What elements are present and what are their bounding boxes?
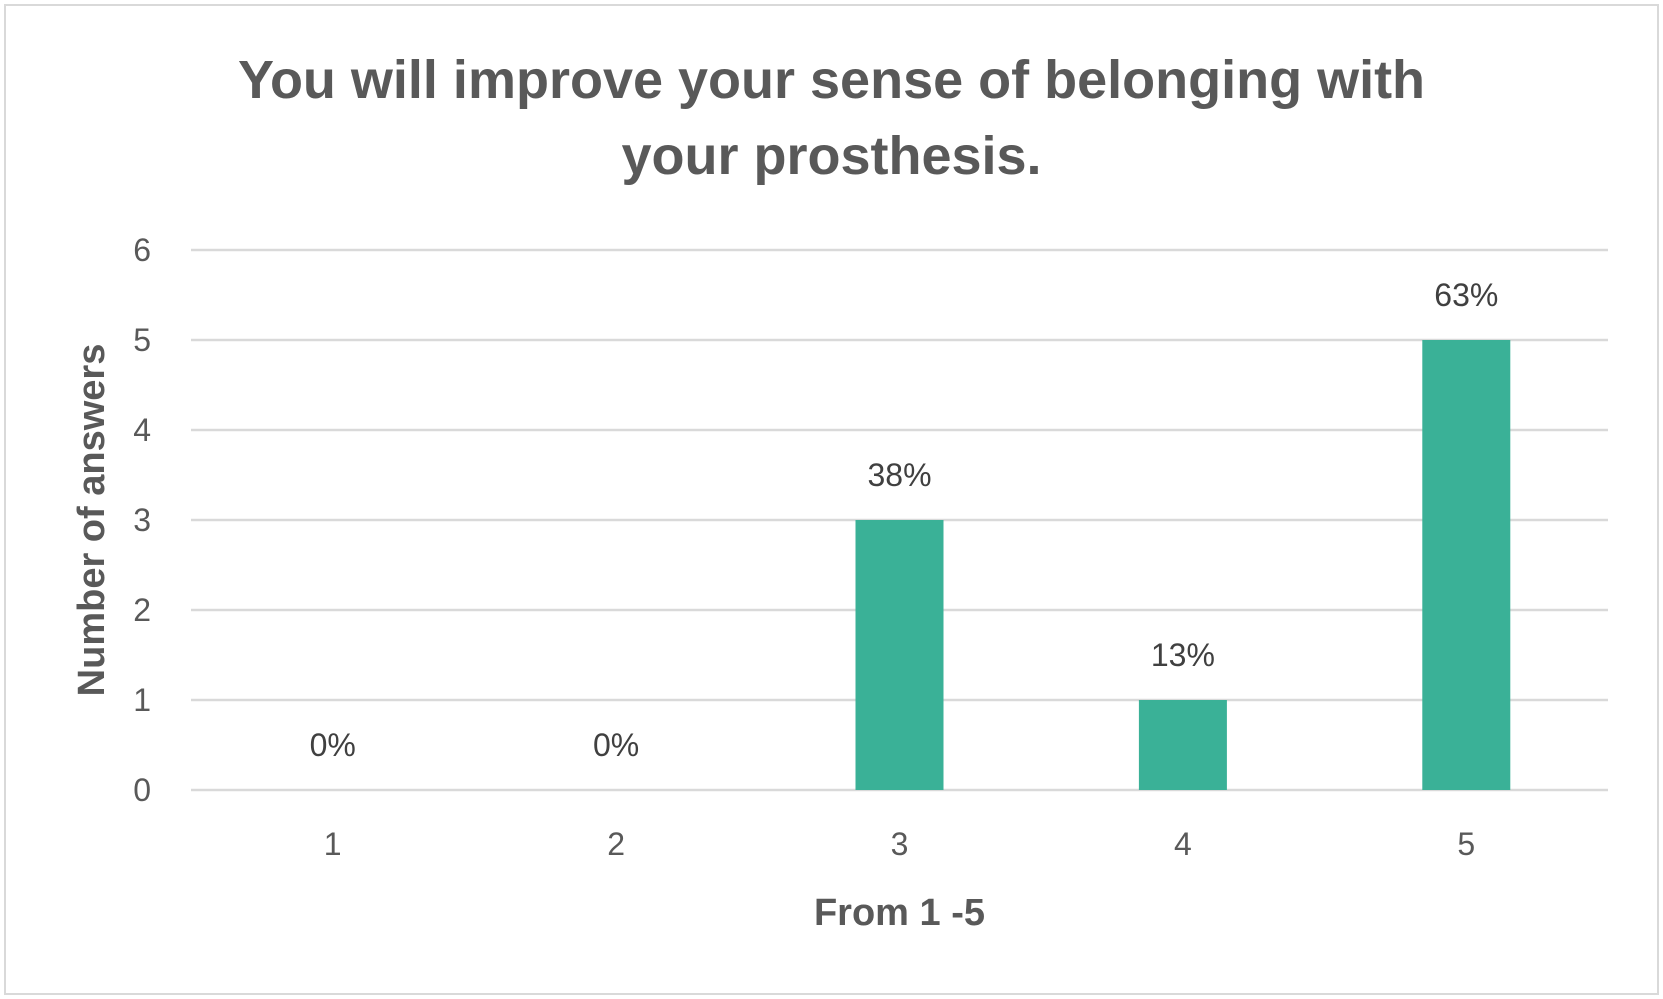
data-label-4: 13% — [1151, 637, 1215, 673]
chart-title-line-2: your prosthesis. — [621, 126, 1042, 186]
chart-title-line-1: You will improve your sense of belonging… — [237, 50, 1426, 110]
data-labels: 0% 0% 38% 13% 63% — [310, 277, 1499, 763]
x-tick-label-1: 1 — [324, 826, 342, 862]
chart-frame — [4, 4, 1659, 995]
bar-4 — [1138, 700, 1227, 790]
bar-3 — [855, 520, 944, 790]
y-tick-label: 4 — [133, 412, 151, 448]
y-axis-title: Number of answers — [71, 344, 113, 697]
data-label-3: 38% — [867, 457, 931, 493]
data-label-5: 63% — [1434, 277, 1498, 313]
y-tick-label: 3 — [133, 502, 151, 538]
data-label-2: 0% — [593, 727, 639, 763]
bar-5 — [1422, 340, 1511, 790]
data-label-1: 0% — [310, 727, 356, 763]
x-tick-label-2: 2 — [607, 826, 625, 862]
x-axis-title: From 1 -5 — [814, 892, 985, 934]
y-axis-ticks: 0 1 2 3 4 5 6 — [133, 232, 151, 808]
y-tick-label: 5 — [133, 322, 151, 358]
x-tick-label-4: 4 — [1174, 826, 1192, 862]
x-axis-ticks: 1 2 3 4 5 — [324, 826, 1475, 862]
chart-title: You will improve your sense of belonging… — [0, 42, 1663, 194]
x-tick-label-5: 5 — [1457, 826, 1475, 862]
x-tick-label-3: 3 — [891, 826, 909, 862]
y-tick-label: 2 — [133, 592, 151, 628]
bars — [855, 340, 1511, 790]
y-tick-label: 0 — [133, 772, 151, 808]
y-tick-label: 6 — [133, 232, 151, 268]
y-tick-label: 1 — [133, 682, 151, 718]
